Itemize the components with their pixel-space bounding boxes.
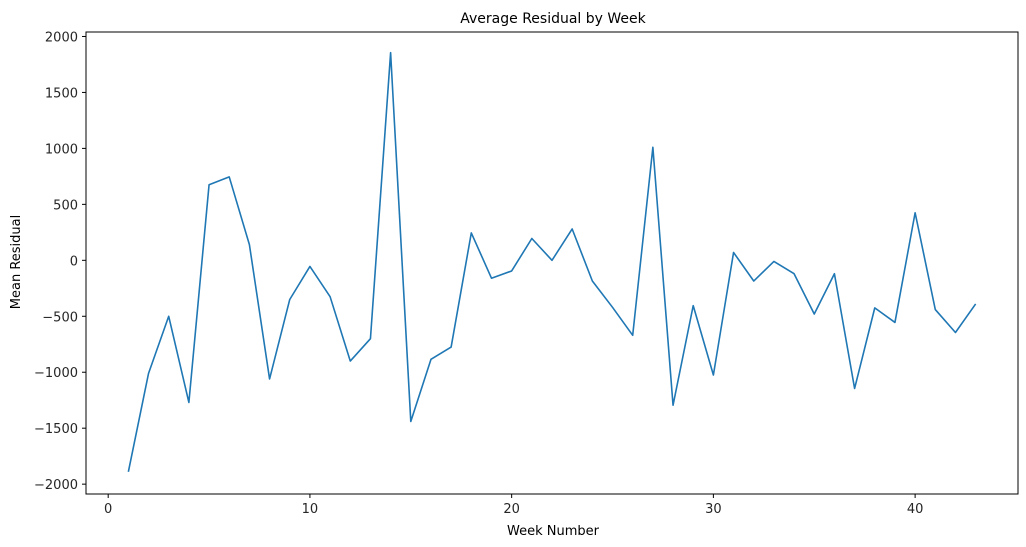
y-tick-label: 0 [70, 254, 78, 269]
x-tick-label: 0 [104, 502, 112, 517]
x-tick-label: 10 [302, 502, 319, 517]
x-tick-label: 40 [907, 502, 924, 517]
plot-area [85, 31, 1019, 495]
y-tick-label: 2000 [45, 30, 78, 45]
plot-frame [85, 31, 1019, 495]
y-tick-label: 500 [53, 198, 78, 213]
x-axis-label: Week Number [507, 524, 600, 539]
y-tick-label: −1500 [34, 422, 78, 437]
y-tick-label: −500 [42, 310, 78, 325]
y-tick-label: 1000 [45, 142, 78, 157]
y-tick-label: −2000 [34, 478, 78, 493]
x-axis: 0 10 20 30 40 [104, 494, 923, 517]
y-tick-label: −1000 [34, 366, 78, 381]
series-line [127, 51, 977, 473]
y-axis-label: Mean Residual [9, 215, 24, 309]
chart-title: Average Residual by Week [460, 11, 646, 27]
y-axis: −2000 −1500 −1000 −500 0 500 1000 1500 2000 [34, 30, 86, 493]
x-tick-label: 20 [503, 502, 520, 517]
y-tick-label: 1500 [45, 86, 78, 101]
x-tick-label: 30 [705, 502, 722, 517]
